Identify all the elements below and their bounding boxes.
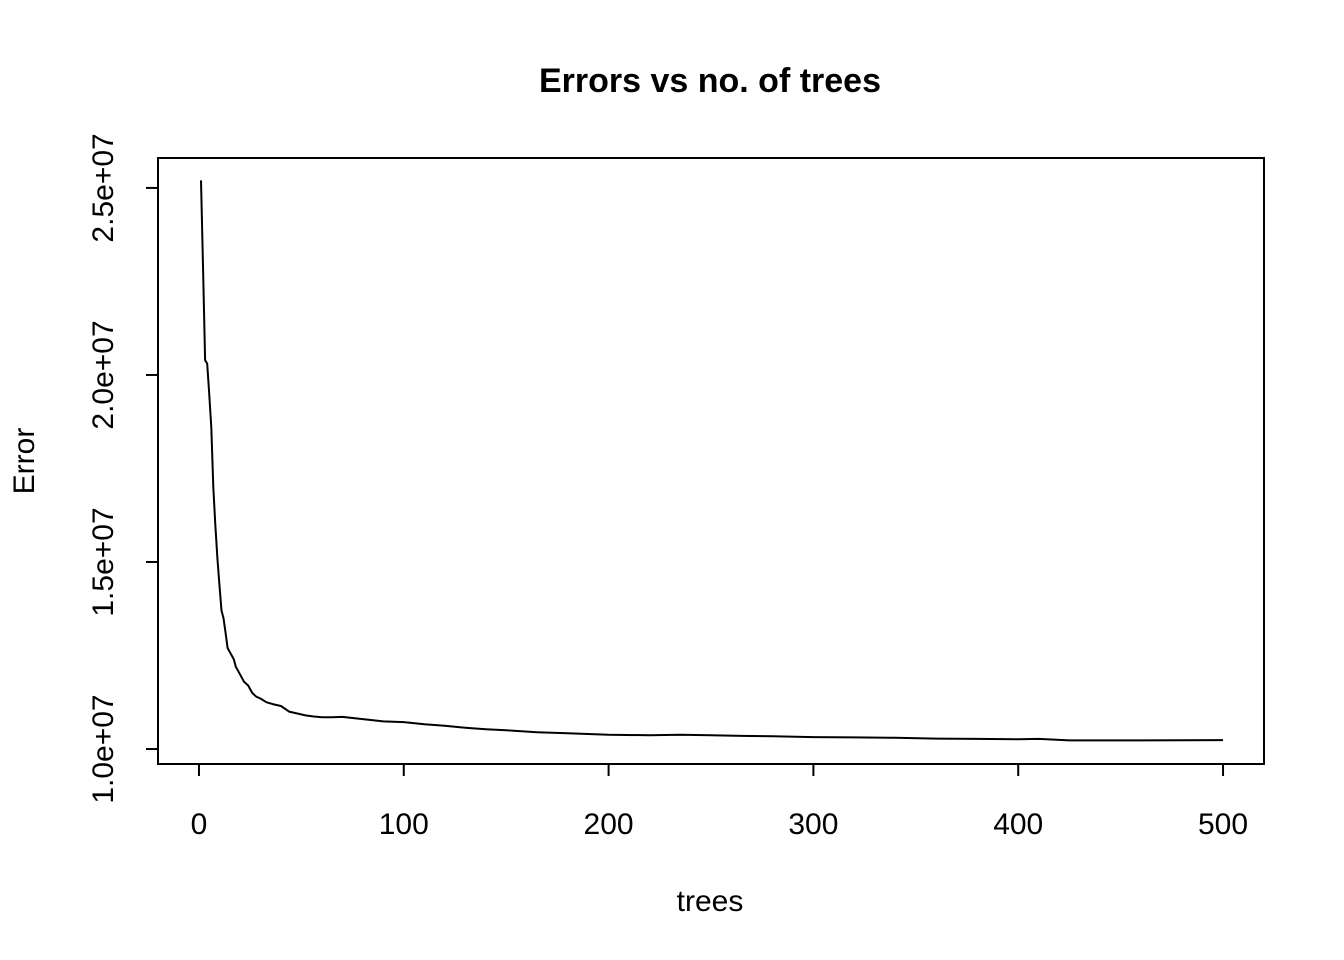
x-tick-label: 0 xyxy=(191,808,208,841)
y-tick-label: 1.0e+07 xyxy=(87,694,120,803)
y-tick-label: 2.0e+07 xyxy=(87,320,120,429)
series-layer xyxy=(200,180,1224,742)
y-axis-label: Error xyxy=(8,428,41,495)
x-tick-label: 400 xyxy=(993,808,1043,841)
x-tick-label: 100 xyxy=(379,808,429,841)
x-tick-label: 500 xyxy=(1198,808,1248,841)
x-tick-label: 200 xyxy=(584,808,634,841)
y-axis: 1.0e+07 1.5e+07 2.0e+07 2.5e+07 xyxy=(87,133,159,804)
y-tick-label: 1.5e+07 xyxy=(87,507,120,616)
plot-frame xyxy=(157,157,1265,765)
y-tick-label: 2.5e+07 xyxy=(87,133,120,242)
chart-title: Errors vs no. of trees xyxy=(539,62,881,100)
x-tick-label: 300 xyxy=(788,808,838,841)
x-axis: 0 100 200 300 400 500 xyxy=(191,763,1248,841)
x-axis-label: trees xyxy=(677,885,744,918)
error-series-line xyxy=(200,180,1224,742)
